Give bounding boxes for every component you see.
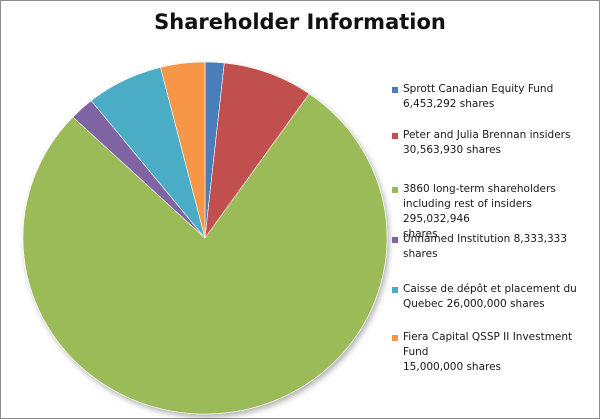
legend-label-5: Caisse de dépôt et placement du Quebec 26… <box>403 282 597 312</box>
pie-slice-3 <box>22 93 388 415</box>
legend-label-line: Quebec 26,000,000 shares <box>403 298 545 310</box>
legend-label-1: Sprott Canadian Equity Fund 6,453,292 sha… <box>403 82 597 112</box>
legend-swatch-1 <box>392 87 398 93</box>
legend-label-3: 3860 long-term shareholders including res… <box>403 182 597 242</box>
legend-label-4: Unnamed Institution 8,333,333 shares <box>403 232 597 262</box>
legend-swatch-6 <box>392 335 398 341</box>
legend-label-line: Sprott Canadian Equity Fund <box>403 83 554 95</box>
legend-label-line: Fiera Capital QSSP II Investment Fund <box>403 331 573 358</box>
legend-label-line: 15,000,000 shares <box>403 361 502 373</box>
legend-label-line: Unnamed Institution 8,333,333 shares <box>403 233 568 260</box>
legend-label-line: Peter and Julia Brennan insiders <box>403 129 571 141</box>
legend-label-line: 6,453,292 shares <box>403 98 495 110</box>
legend-label-line: 30,563,930 shares <box>403 144 502 156</box>
pie-slice-2 <box>204 62 310 240</box>
chart-title: Shareholder Information <box>154 10 446 34</box>
legend-label-line: Caisse de dépôt et placement du <box>403 283 577 295</box>
pie-slice-6 <box>160 61 206 239</box>
legend-swatch-2 <box>392 133 398 139</box>
legend-swatch-4 <box>392 237 398 243</box>
legend-label-6: Fiera Capital QSSP II Investment Fund 15,… <box>403 330 597 375</box>
legend-swatch-3 <box>392 187 398 193</box>
legend-label-line: including rest of insiders 295,032,946 <box>403 198 532 225</box>
legend-label-2: Peter and Julia Brennan insiders 30,563,9… <box>403 128 597 158</box>
legend-label-line: 3860 long-term shareholders <box>403 183 556 195</box>
legend-label-line: shares <box>403 228 438 240</box>
legend-swatch-5 <box>392 287 398 293</box>
